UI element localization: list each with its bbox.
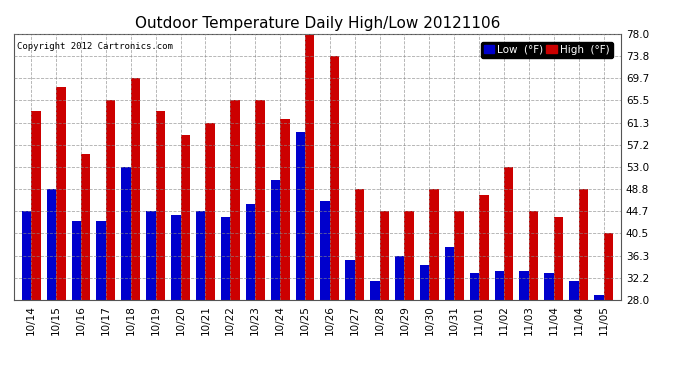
Bar [445, 247, 454, 300]
Bar [255, 100, 265, 300]
Bar [156, 111, 165, 300]
Bar [56, 87, 66, 300]
Bar [355, 189, 364, 300]
Bar [305, 34, 315, 300]
Bar [320, 201, 330, 300]
Bar [206, 123, 215, 300]
Bar [72, 221, 81, 300]
Bar [544, 273, 554, 300]
Bar [429, 189, 439, 300]
Bar [569, 281, 579, 300]
Bar [330, 56, 339, 300]
Bar [404, 211, 414, 300]
Legend: Low  (°F), High  (°F): Low (°F), High (°F) [480, 42, 613, 58]
Bar [504, 167, 513, 300]
Bar [221, 217, 230, 300]
Bar [529, 211, 538, 300]
Bar [395, 256, 404, 300]
Bar [106, 100, 115, 300]
Bar [31, 111, 41, 300]
Bar [520, 271, 529, 300]
Bar [370, 281, 380, 300]
Bar [146, 211, 156, 300]
Bar [22, 211, 31, 300]
Bar [470, 273, 479, 300]
Text: Copyright 2012 Cartronics.com: Copyright 2012 Cartronics.com [17, 42, 172, 51]
Bar [579, 189, 588, 300]
Bar [246, 204, 255, 300]
Bar [196, 211, 206, 300]
Bar [594, 295, 604, 300]
Bar [280, 119, 290, 300]
Bar [47, 189, 56, 300]
Bar [604, 233, 613, 300]
Bar [97, 221, 106, 300]
Title: Outdoor Temperature Daily High/Low 20121106: Outdoor Temperature Daily High/Low 20121… [135, 16, 500, 31]
Bar [295, 132, 305, 300]
Bar [345, 260, 355, 300]
Bar [420, 266, 429, 300]
Bar [454, 211, 464, 300]
Bar [479, 195, 489, 300]
Bar [171, 215, 181, 300]
Bar [230, 100, 239, 300]
Bar [131, 78, 140, 300]
Bar [81, 154, 90, 300]
Bar [554, 217, 563, 300]
Bar [121, 167, 131, 300]
Bar [495, 271, 504, 300]
Bar [380, 211, 389, 300]
Bar [270, 180, 280, 300]
Bar [181, 135, 190, 300]
